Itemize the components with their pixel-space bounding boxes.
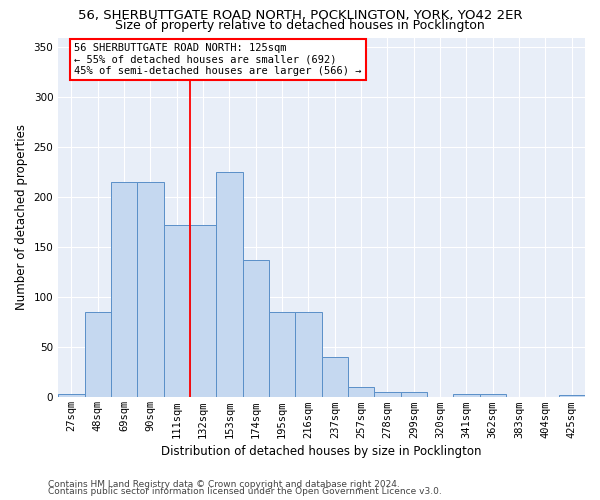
Bar bbox=[58, 394, 85, 398]
Bar bbox=[348, 388, 374, 398]
Bar bbox=[164, 226, 190, 398]
Bar bbox=[374, 392, 401, 398]
Bar bbox=[295, 312, 322, 398]
Bar bbox=[216, 172, 242, 398]
Y-axis label: Number of detached properties: Number of detached properties bbox=[15, 124, 28, 310]
Bar bbox=[479, 394, 506, 398]
Bar bbox=[111, 182, 137, 398]
Bar bbox=[401, 392, 427, 398]
X-axis label: Distribution of detached houses by size in Pocklington: Distribution of detached houses by size … bbox=[161, 444, 482, 458]
Text: Contains public sector information licensed under the Open Government Licence v3: Contains public sector information licen… bbox=[48, 487, 442, 496]
Bar bbox=[190, 226, 216, 398]
Text: Contains HM Land Registry data © Crown copyright and database right 2024.: Contains HM Land Registry data © Crown c… bbox=[48, 480, 400, 489]
Bar bbox=[322, 358, 348, 398]
Text: 56 SHERBUTTGATE ROAD NORTH: 125sqm
← 55% of detached houses are smaller (692)
45: 56 SHERBUTTGATE ROAD NORTH: 125sqm ← 55%… bbox=[74, 43, 361, 76]
Bar bbox=[85, 312, 111, 398]
Bar bbox=[453, 394, 479, 398]
Bar bbox=[269, 312, 295, 398]
Bar bbox=[242, 260, 269, 398]
Bar bbox=[559, 396, 585, 398]
Text: 56, SHERBUTTGATE ROAD NORTH, POCKLINGTON, YORK, YO42 2ER: 56, SHERBUTTGATE ROAD NORTH, POCKLINGTON… bbox=[78, 9, 522, 22]
Text: Size of property relative to detached houses in Pocklington: Size of property relative to detached ho… bbox=[115, 18, 485, 32]
Bar bbox=[137, 182, 164, 398]
